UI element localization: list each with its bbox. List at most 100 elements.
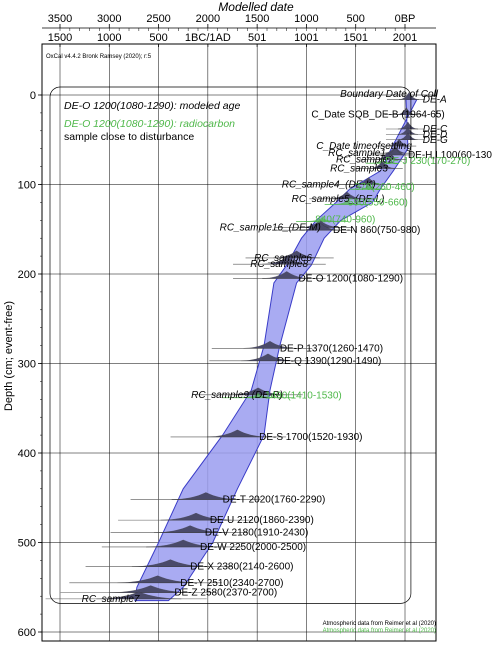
posterior-peak [396, 107, 417, 115]
sample-labels: DE-AC_Date SQB_DE-B (1964-65)DE-CDE-DDE-… [82, 94, 493, 604]
sample-label: 370(260-460) [355, 182, 415, 193]
sample-label: DE-P 1370(1260-1470) [280, 343, 383, 354]
radiocarbon-peak [233, 392, 284, 398]
posterior-peak [273, 250, 320, 259]
boundary-label: Boundary Date of Coll [340, 89, 439, 100]
sample-label: RC_sample8 [250, 259, 308, 270]
posterior-peak [375, 152, 400, 160]
posterior-peak [397, 127, 418, 135]
legend-radiocarbon-line1: DE-O 1200(1080-1290): radiocarbon [64, 118, 235, 130]
sample-label: DE-Q 1390(1290-1490) [277, 356, 382, 367]
sample-label: 1490(1410-1530) [265, 391, 342, 402]
sample-label: 590(550-660) [348, 197, 408, 208]
boundary-frame [49, 86, 412, 604]
posterior-peak [171, 492, 241, 500]
y-tick-label: 100 [18, 180, 36, 192]
sample-label: RC_sample3 [330, 163, 388, 174]
top-ad-tick-label: 1BC/1AD [185, 32, 231, 44]
posterior-peak [397, 132, 418, 140]
posterior-peak [146, 539, 221, 548]
radiocarbon-peak [304, 216, 341, 222]
legend-radiocarbon-line2: sample close to disturbance [64, 131, 194, 143]
posterior-peak [109, 585, 192, 593]
top-ad-tick-label: 2001 [393, 32, 417, 44]
top-ad-tick-label: 1000 [97, 32, 121, 44]
x-axis-title: Modelled date [218, 0, 294, 14]
sample-label: DE-H,I 100(60-130 [408, 150, 492, 161]
y-tick-label: 200 [18, 269, 36, 281]
top-bp-tick-label: 2000 [196, 13, 220, 25]
footer-atmospheric-black: Atmospheric data from Reimer et al (2020… [323, 621, 436, 627]
sample-label: DE-T 2020(1760-2290) [223, 495, 326, 506]
sample-label: DE-N 860(750-980) [333, 225, 420, 236]
posterior-peak [299, 222, 341, 231]
sample-label: DE-O 1200(1080-1290) [299, 273, 404, 284]
y-tick-label: 500 [18, 538, 36, 550]
posterior-peak [241, 353, 295, 361]
y-tick-label: 400 [18, 448, 36, 460]
top-bp-tick-label: 2500 [146, 13, 170, 25]
posterior-peak [243, 341, 297, 349]
posterior-peak [117, 575, 198, 583]
top-ad-tick-label: 1500 [48, 32, 72, 44]
model-envelope-layer [134, 98, 418, 602]
sample-label: RC_sample4_(DE-K) [282, 180, 376, 191]
sample-label: DE-A [423, 94, 447, 105]
sample-label: DE-X 2380(2140-2600) [190, 562, 293, 573]
top-bp-tick-label: 500 [347, 13, 365, 25]
posterior-peak [207, 429, 268, 438]
y-tick-label: 600 [18, 627, 36, 639]
top-bp-tick-label: 3500 [48, 13, 72, 25]
top-ad-tick-label: 500 [149, 32, 167, 44]
legend-modeled-age: DE-O 1200(1080-1290): modeled age [64, 100, 240, 112]
y-tick-label: 0 [30, 90, 36, 102]
distribution-marks [45, 92, 425, 600]
sample-label: DE-Y 2510(2340-2700) [180, 578, 283, 589]
software-label: OxCal v4.4.2 Bronk Ramsey (2020); r:5 [46, 54, 152, 60]
top-ad-tick-label: 501 [248, 32, 266, 44]
posterior-peak [230, 387, 287, 395]
sample-label: DE-S 1700(1520-1930) [259, 432, 362, 443]
sample-label: DE-C [423, 124, 448, 135]
sample-label: RC_sample16_(DE-M) [220, 222, 321, 233]
posterior-peak [153, 525, 227, 533]
y-axis-title: Depth (cm; event-free) [3, 301, 15, 411]
sample-label: DE-W 2250(2000-2500) [200, 542, 306, 553]
sample-label: DE-Z 2580(2370-2700) [174, 588, 277, 599]
sample-label: DE-G [423, 135, 448, 146]
sample-label: 840(740-960) [315, 214, 375, 225]
plot-frame [41, 43, 437, 642]
posterior-peak [160, 512, 232, 521]
radiocarbon-peak [355, 184, 382, 190]
age-depth-envelope [134, 98, 418, 602]
radiocarbon-peak [370, 158, 394, 164]
sample-label: C_Date timeofsettling [316, 141, 412, 152]
radiocarbon-peak [331, 199, 363, 205]
sample-label: RC_sample6 [254, 253, 312, 264]
top-bp-tick-label: 0BP [395, 13, 416, 25]
sample-label: DE-U 2120(1860-2390) [210, 515, 314, 526]
sample-label: RC_sample1 [328, 148, 386, 159]
posterior-peak [262, 271, 312, 279]
top-bp-tick-label: 1500 [245, 13, 269, 25]
sample-label: RC_sample9 (DE-R) [191, 390, 283, 401]
sample-label: RC_sample2 [336, 154, 394, 165]
posterior-peak [329, 191, 364, 199]
posterior-peak [354, 177, 383, 185]
sample-label: C_Date SQB_DE-B (1964-65) [311, 110, 444, 121]
footer-atmospheric-green: Atmospheric data from Reimer et al (2020… [323, 628, 436, 634]
sample-label: DE-V 2180(1910-2430) [205, 528, 308, 539]
posterior-peak [131, 559, 209, 567]
sample-label: RC_sample7 [82, 594, 140, 605]
posterior-peak [388, 138, 410, 147]
top-bp-tick-label: 1000 [294, 13, 318, 25]
posterior-peak [369, 161, 396, 169]
top-ad-tick-label: 1001 [294, 32, 318, 44]
posterior-peak [96, 591, 182, 600]
posterior-peak [397, 121, 418, 130]
top-bp-tick-label: 3000 [97, 13, 121, 25]
y-tick-label: 300 [18, 359, 36, 371]
sample-label: DE-J 230(170-270) [385, 156, 470, 167]
